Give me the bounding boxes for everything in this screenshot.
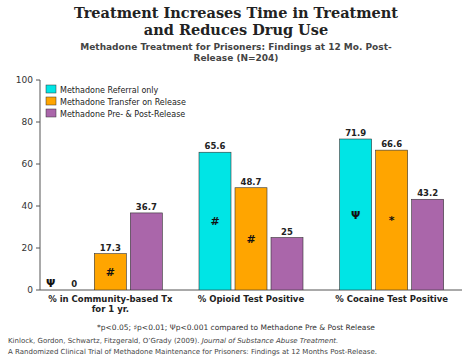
legend-label: Methadone Pre- & Post-Release [60,110,185,119]
category-label: % in Community-based Txfor 1 yr. [48,294,173,314]
tick-mark [36,122,40,123]
title: Treatment Increases Time in Treatment [74,4,398,21]
bar [376,150,408,290]
significance-symbol: # [106,266,115,279]
category-label: % Opioid Test Positive [198,294,305,304]
significance-symbol: Ψ [46,277,55,290]
tick-mark [36,248,40,249]
bar [130,213,162,290]
chart: Treatment Increases Time in Treatmentand… [0,0,472,360]
source-authors: Kinlock, Gordon, Schwartz, Fitzgerald, O… [8,337,202,345]
significance-symbol: Ψ [351,209,360,222]
significance-symbol: * [389,214,395,227]
data-label: 71.9 [345,128,366,138]
bar [412,199,444,290]
subtitle: Release (N=204) [194,53,279,63]
tick-label: 40 [22,201,34,211]
bar [340,139,372,290]
data-label: 43.2 [417,188,438,198]
category-label: % Cocaine Test Positive [335,294,448,304]
source-journal: Journal of Substance Abuse Treatment. [200,337,339,345]
legend-swatch [46,97,56,105]
bars [94,139,443,290]
y-axis-line [40,80,41,290]
labels: 0 Ψ 65.6 #71.9 Ψ 17.3 #48.7 #66.6 * 36.7 25 43.2 [46,128,438,290]
bar [199,152,231,290]
tick-mark [36,80,40,81]
tick-label: 60 [22,159,34,169]
footnote: *p<0.05; ♯p<0.01; Ψp<0.001 compared to M… [97,323,375,332]
tick-mark [36,164,40,165]
bar [94,254,126,290]
tick-mark [36,206,40,207]
legend-label: Methadone Referral only [60,86,159,95]
legend-swatch [46,109,56,117]
bar [235,188,267,290]
significance-symbol: # [210,215,219,228]
title: and Reduces Drug Use [144,21,328,38]
tick-label: 20 [22,243,34,253]
data-label: 0 [71,279,77,289]
legend-label: Methadone Transfer on Release [60,98,186,107]
category-label-line: for 1 yr. [92,304,129,314]
legend-swatch [46,85,56,93]
significance-symbol: # [246,233,255,246]
data-label: 36.7 [136,202,157,212]
category-label-line: % in Community-based Tx [48,294,173,304]
data-label: 17.3 [100,243,121,253]
subtitle: Methadone Treatment for Prisoners: Findi… [80,42,392,52]
bar [271,238,303,291]
bar [58,290,90,291]
tick-label: 80 [22,117,34,127]
category-label-line: % Cocaine Test Positive [335,294,448,304]
category-label-line: % Opioid Test Positive [198,294,305,304]
y-axis: 0 20 40 60 80 100 [16,75,462,295]
source-title: A Randomized Clinical Trial of Methadone… [8,348,377,356]
tick-label: 0 [27,285,33,295]
tick-mark [36,290,40,291]
tick-label: 100 [16,75,33,85]
data-label: 48.7 [241,177,262,187]
data-label: 65.6 [205,141,226,151]
legend: Methadone Referral only Methadone Transfe… [46,85,186,119]
source: Kinlock, Gordon, Schwartz, Fitzgerald, O… [8,337,338,345]
data-label: 25 [281,227,293,237]
data-label: 66.6 [381,139,402,149]
